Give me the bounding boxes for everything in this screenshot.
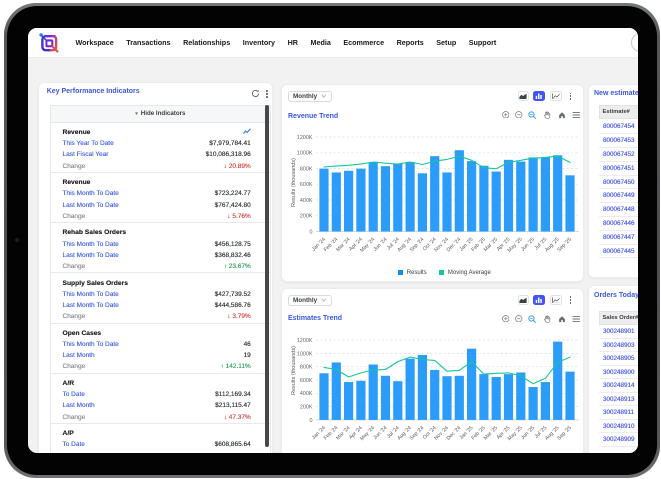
svg-text:Sep '25: Sep '25 — [556, 425, 573, 442]
svg-text:0: 0 — [310, 418, 313, 424]
svg-text:400K: 400K — [300, 391, 313, 397]
svg-text:0: 0 — [310, 229, 313, 235]
svg-text:400K: 400K — [300, 198, 313, 204]
svg-text:600K: 600K — [300, 182, 313, 188]
svg-text:Jun '24: Jun '24 — [372, 425, 388, 441]
svg-text:800K: 800K — [300, 364, 313, 370]
svg-text:Sep '24: Sep '24 — [409, 425, 426, 442]
svg-text:1200K: 1200K — [297, 338, 313, 344]
svg-text:1200K: 1200K — [297, 135, 313, 141]
svg-text:Jun '25: Jun '25 — [520, 237, 536, 253]
svg-text:Jun '24: Jun '24 — [372, 237, 388, 253]
svg-text:1000K: 1000K — [297, 351, 313, 357]
svg-text:200K: 200K — [300, 404, 313, 410]
svg-text:800K: 800K — [300, 166, 313, 172]
svg-text:Sep '24: Sep '24 — [409, 237, 426, 254]
svg-text:Jun '25: Jun '25 — [520, 425, 536, 441]
svg-text:1000K: 1000K — [297, 151, 313, 157]
svg-text:600K: 600K — [300, 378, 313, 384]
svg-text:Sep '25: Sep '25 — [556, 237, 573, 254]
svg-text:200K: 200K — [300, 214, 313, 220]
